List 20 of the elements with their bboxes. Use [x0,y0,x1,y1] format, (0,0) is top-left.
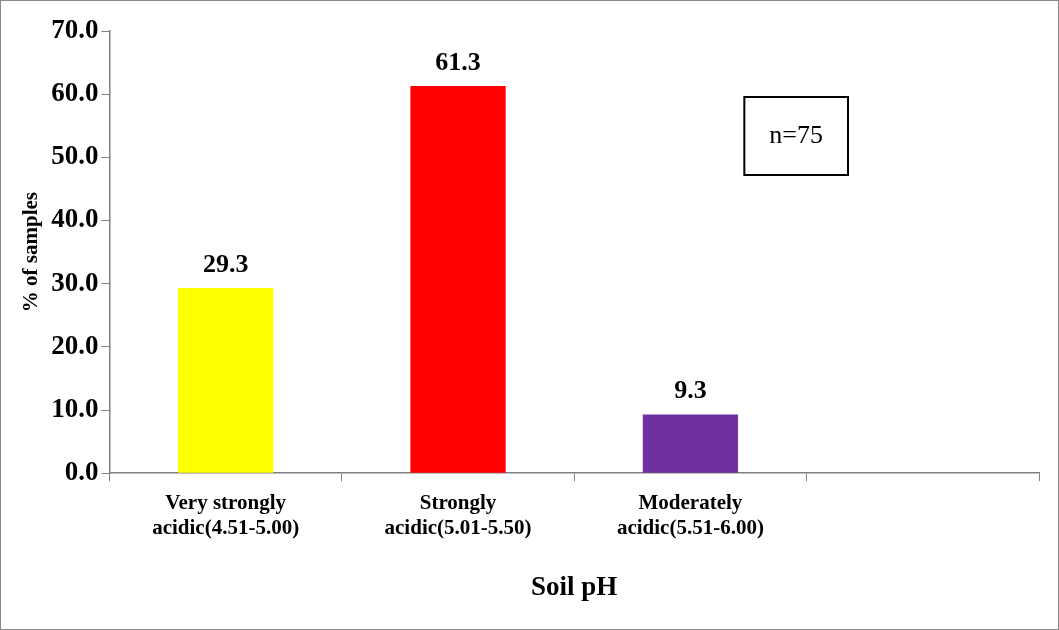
y-tick-label: 0.0 [64,456,99,487]
data-label: 9.3 [674,375,707,405]
y-tick-label: 20.0 [51,329,99,360]
x-axis-title: Soil pH [531,570,618,601]
bar [642,414,739,473]
x-tick-label: Moderately acidic(5.51-6.00) [616,490,764,540]
y-tick-label: 40.0 [51,203,99,234]
y-tick-label: 70.0 [51,13,99,44]
annotation: n=75 [769,119,823,149]
y-tick-label: 50.0 [51,140,99,171]
bar [178,288,274,473]
y-tick-label: 60.0 [51,77,99,108]
bar [410,85,506,473]
y-tick-label: 30.0 [51,266,99,297]
data-label: 61.3 [435,46,481,76]
x-tick-label: Strongly acidic(5.01-5.50) [384,490,532,540]
data-label: 29.3 [202,248,249,278]
x-tick-label: Very strongly acidic(4.51-5.00) [152,490,300,540]
y-axis-title: % of samples [18,192,43,313]
y-tick-label: 10.0 [51,393,99,423]
